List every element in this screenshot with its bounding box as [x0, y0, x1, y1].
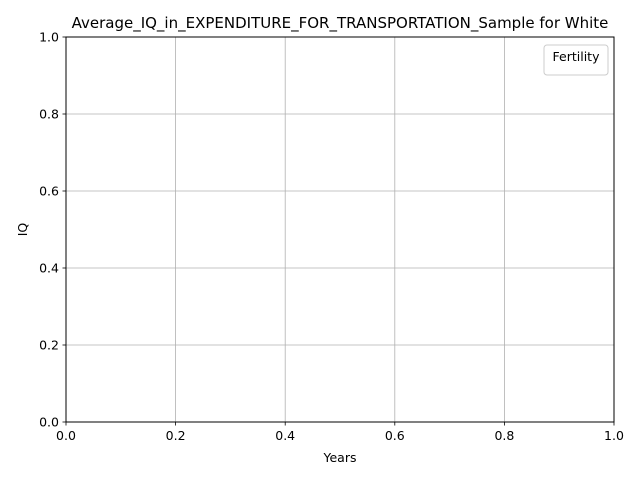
y-tick-label: 0.2: [39, 338, 59, 353]
y-tick-label: 0.0: [39, 415, 59, 430]
x-tick-label: 0.4: [275, 428, 295, 443]
x-tick-label: 0.0: [56, 428, 76, 443]
x-axis-label: Years: [323, 450, 357, 465]
y-axis-label: IQ: [15, 223, 30, 237]
plot-frame: [65, 36, 615, 423]
y-tick-label: 0.4: [39, 261, 59, 276]
y-tick-label: 0.8: [39, 107, 59, 122]
legend-title: Fertility: [553, 49, 601, 64]
x-tick-label: 0.6: [385, 428, 405, 443]
x-tick-label: 0.8: [494, 428, 514, 443]
legend-box: [543, 44, 609, 76]
x-tick-label: 0.2: [166, 428, 186, 443]
grid: [65, 36, 615, 423]
y-axis-ticks: 0.0 0.2 0.4 0.6 0.8 1.0: [39, 30, 66, 430]
legend: Fertility: [543, 44, 609, 76]
y-tick-label: 0.6: [39, 184, 59, 199]
chart-title: Average_IQ_in_EXPENDITURE_FOR_TRANSPORTA…: [72, 14, 609, 33]
x-tick-label: 1.0: [604, 428, 624, 443]
y-tick-label: 1.0: [39, 30, 59, 45]
x-axis-ticks: 0.0 0.2 0.4 0.6 0.8 1.0: [56, 422, 624, 443]
